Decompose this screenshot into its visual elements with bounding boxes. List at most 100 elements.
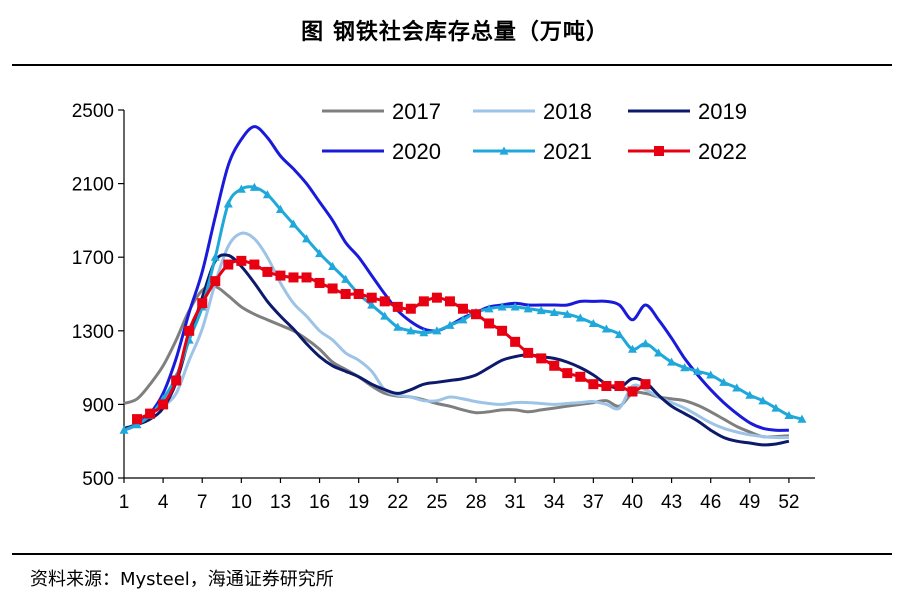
data-point-2021 bbox=[549, 307, 559, 316]
legend-marker bbox=[499, 146, 509, 155]
data-point-2021 bbox=[680, 363, 690, 372]
data-point-2022 bbox=[614, 381, 625, 391]
data-point-2022 bbox=[366, 292, 377, 303]
data-point-2021 bbox=[458, 315, 468, 324]
data-point-2022 bbox=[640, 379, 651, 390]
data-point-2021 bbox=[236, 184, 246, 193]
data-point-2021 bbox=[249, 182, 259, 191]
data-point-2022 bbox=[588, 379, 599, 390]
data-point-2021 bbox=[641, 339, 651, 348]
series-2020 bbox=[123, 125, 789, 432]
data-point-2021 bbox=[771, 403, 781, 412]
series-line-2022 bbox=[136, 259, 647, 421]
data-point-2021 bbox=[119, 425, 129, 434]
x-tick-label: 49 bbox=[739, 492, 760, 513]
data-point-2022 bbox=[223, 259, 234, 270]
legend-label: 2019 bbox=[698, 99, 747, 124]
data-point-2022 bbox=[158, 399, 169, 410]
data-point-2021 bbox=[536, 306, 546, 315]
data-point-2022 bbox=[353, 289, 364, 299]
data-point-2021 bbox=[132, 420, 142, 429]
series-2022 bbox=[132, 255, 651, 425]
x-tick-label: 40 bbox=[622, 492, 643, 513]
data-point-2021 bbox=[719, 377, 729, 386]
data-point-2021 bbox=[667, 357, 677, 366]
data-point-2021 bbox=[432, 326, 442, 335]
data-point-2022 bbox=[627, 386, 638, 397]
data-point-2022 bbox=[549, 360, 560, 371]
data-point-2022 bbox=[145, 408, 156, 419]
data-point-2022 bbox=[340, 289, 351, 299]
chart-title: 图 钢铁社会库存总量（万吨） bbox=[301, 20, 609, 45]
chart-canvas: 500 900 1300 1700 2100 2500 1 4 7 10 13 16 19 22 25 28 3… bbox=[72, 99, 815, 513]
source-note: 资料来源：Mysteel，海通证券研究所 bbox=[30, 569, 334, 590]
legend-item-2022: 2022 bbox=[628, 139, 747, 164]
title-divider bbox=[12, 64, 892, 66]
data-point-2021 bbox=[380, 311, 390, 320]
data-point-2022 bbox=[301, 272, 312, 283]
legend-item-2017: 2017 bbox=[322, 99, 441, 124]
data-point-2022 bbox=[210, 276, 221, 287]
data-point-2021 bbox=[484, 304, 494, 313]
data-point-2021 bbox=[210, 252, 220, 261]
data-point-2021 bbox=[758, 396, 768, 405]
x-tick-label: 52 bbox=[778, 492, 799, 513]
x-tick-label: 22 bbox=[387, 492, 408, 513]
data-point-2021 bbox=[510, 302, 520, 311]
chart-axes: 500 900 1300 1700 2100 2500 1 4 7 10 13 16 19 22 25 28 3… bbox=[72, 101, 815, 513]
x-tick-label: 25 bbox=[426, 492, 447, 513]
data-point-2022 bbox=[392, 301, 403, 312]
data-point-2021 bbox=[275, 204, 285, 213]
x-tick-label: 1 bbox=[119, 492, 130, 513]
legend-label: 2020 bbox=[392, 139, 441, 164]
data-point-2022 bbox=[601, 381, 612, 391]
x-tick-label: 37 bbox=[583, 492, 604, 513]
data-point-2021 bbox=[406, 326, 416, 335]
x-tick-label: 13 bbox=[270, 492, 291, 513]
series-2017 bbox=[123, 284, 789, 439]
data-point-2021 bbox=[627, 344, 637, 353]
data-point-2021 bbox=[419, 328, 429, 337]
legend-label: 2022 bbox=[698, 139, 747, 164]
data-point-2022 bbox=[575, 371, 586, 382]
data-point-2022 bbox=[484, 318, 495, 329]
data-point-2021 bbox=[575, 313, 585, 322]
data-point-2022 bbox=[431, 292, 442, 303]
data-point-2021 bbox=[797, 414, 807, 423]
data-point-2022 bbox=[262, 266, 273, 277]
data-point-2021 bbox=[262, 190, 272, 199]
y-tick-label: 2500 bbox=[72, 101, 114, 122]
y-tick-label: 900 bbox=[82, 395, 114, 416]
data-point-2021 bbox=[445, 320, 455, 329]
y-tick-label: 2100 bbox=[72, 175, 114, 196]
data-point-2021 bbox=[588, 318, 598, 328]
data-point-2022 bbox=[523, 347, 534, 358]
y-tick-label: 500 bbox=[82, 469, 114, 490]
x-tick-label: 7 bbox=[197, 492, 208, 513]
data-point-2022 bbox=[288, 272, 299, 283]
data-point-2021 bbox=[654, 348, 664, 357]
data-point-2022 bbox=[405, 303, 416, 314]
data-point-2021 bbox=[601, 324, 611, 333]
data-point-2021 bbox=[328, 261, 338, 270]
data-point-2022 bbox=[314, 277, 325, 288]
legend-marker bbox=[654, 146, 664, 156]
data-point-2022 bbox=[132, 414, 143, 425]
source-divider bbox=[12, 553, 892, 555]
data-point-2022 bbox=[197, 298, 208, 309]
data-point-2022 bbox=[275, 270, 286, 281]
series-line-2019 bbox=[123, 253, 790, 447]
legend-item-2021: 2021 bbox=[473, 139, 592, 164]
data-point-2021 bbox=[393, 322, 403, 331]
data-point-2021 bbox=[341, 274, 351, 283]
x-tick-label: 19 bbox=[348, 492, 369, 513]
series-line-2020 bbox=[123, 125, 789, 432]
data-point-2021 bbox=[497, 302, 507, 311]
data-point-2022 bbox=[184, 325, 195, 336]
data-point-2021 bbox=[315, 249, 325, 258]
data-point-2021 bbox=[745, 390, 755, 399]
legend-item-2018: 2018 bbox=[473, 99, 592, 124]
y-tick-label: 1300 bbox=[72, 322, 114, 343]
x-tick-label: 10 bbox=[231, 492, 252, 513]
data-point-2021 bbox=[693, 366, 703, 375]
